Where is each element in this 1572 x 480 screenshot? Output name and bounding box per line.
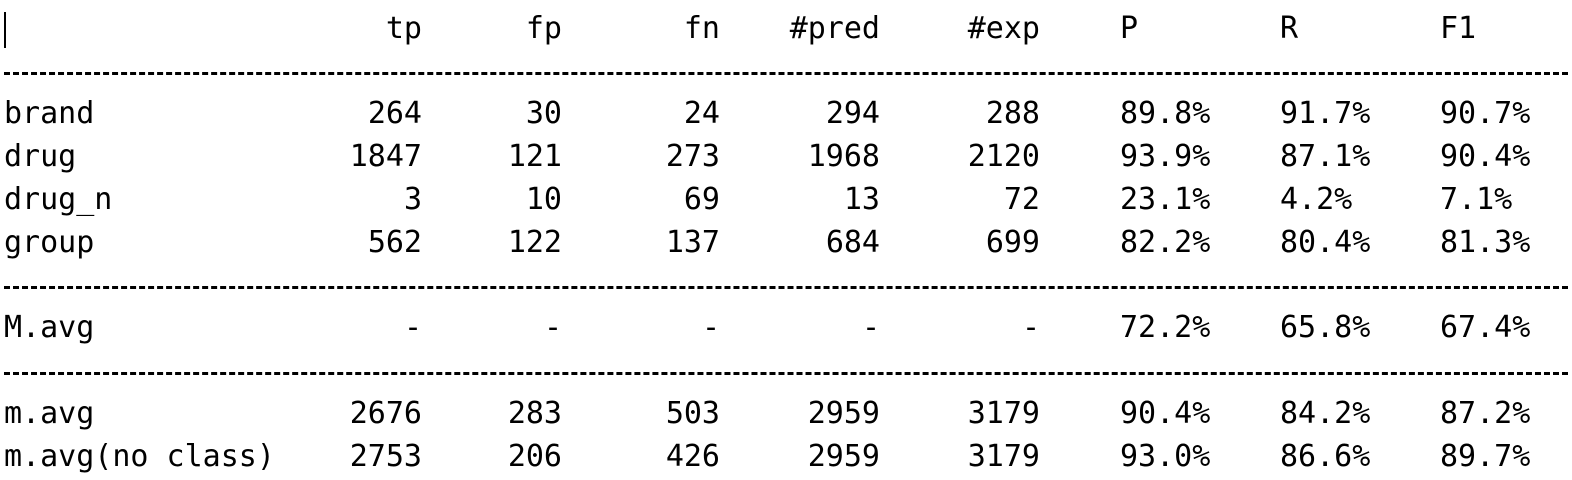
cell-precision: 93.0% xyxy=(1120,439,1211,474)
cell-fp: - xyxy=(543,310,562,345)
cell-f1: 81.3% xyxy=(1440,225,1531,260)
cell-pred: 13 xyxy=(843,182,880,217)
cell-exp: 3179 xyxy=(967,396,1040,431)
cell-recall: 84.2% xyxy=(1280,396,1371,431)
cell-tp: 2676 xyxy=(349,396,422,431)
cell-exp: 699 xyxy=(985,225,1040,260)
header-exp: #exp xyxy=(967,11,1040,46)
cell-f1: 90.7% xyxy=(1440,96,1531,131)
cell-exp: 288 xyxy=(985,96,1040,131)
cell-recall: 80.4% xyxy=(1280,225,1371,260)
cell-pred: 2959 xyxy=(807,396,880,431)
cell-fp: 206 xyxy=(507,439,562,474)
cell-precision: 90.4% xyxy=(1120,396,1211,431)
cell-f1: 90.4% xyxy=(1440,139,1531,174)
micro-average-row: m.avg 2676 283 503 2959 3179 90.4% 84.2%… xyxy=(0,392,1572,436)
cell-precision: 89.8% xyxy=(1120,96,1211,131)
cell-precision: 82.2% xyxy=(1120,225,1211,260)
cell-f1: 87.2% xyxy=(1440,396,1531,431)
cell-fn: 24 xyxy=(683,96,720,131)
header-f1: F1 xyxy=(1440,11,1477,46)
header-fp: fp xyxy=(525,11,562,46)
header-row: tp fp fn #pred #exp P R F1 xyxy=(0,7,1572,51)
cell-tp: 264 xyxy=(367,96,422,131)
header-tp: tp xyxy=(385,11,422,46)
cell-f1: 67.4% xyxy=(1440,310,1531,345)
row-label: m.avg xyxy=(4,396,95,431)
divider-line xyxy=(4,372,1568,375)
cell-fp: 122 xyxy=(507,225,562,260)
micro-average-no-class-row: m.avg(no class) 2753 206 426 2959 3179 9… xyxy=(0,435,1572,479)
divider-line xyxy=(4,72,1568,75)
cell-recall: 65.8% xyxy=(1280,310,1371,345)
cell-fn: 137 xyxy=(665,225,720,260)
cell-fp: 10 xyxy=(525,182,562,217)
row-label: drug xyxy=(4,139,77,174)
table-row: group 562 122 137 684 699 82.2% 80.4% 81… xyxy=(0,221,1572,265)
macro-average-row: M.avg - - - - - 72.2% 65.8% 67.4% xyxy=(0,306,1572,350)
cell-pred: 684 xyxy=(825,225,880,260)
cell-fp: 30 xyxy=(525,96,562,131)
cell-fp: 121 xyxy=(507,139,562,174)
cell-f1: 7.1% xyxy=(1440,182,1513,217)
table-row: brand 264 30 24 294 288 89.8% 91.7% 90.7… xyxy=(0,92,1572,136)
row-label: m.avg(no class) xyxy=(4,439,275,474)
header-recall: R xyxy=(1280,11,1299,46)
header-pred: #pred xyxy=(789,11,880,46)
table-row: drug_n 3 10 69 13 72 23.1% 4.2% 7.1% xyxy=(0,178,1572,222)
divider-line xyxy=(4,286,1568,289)
row-label: drug_n xyxy=(4,182,113,217)
cell-precision: 93.9% xyxy=(1120,139,1211,174)
cell-fn: 69 xyxy=(683,182,720,217)
cell-recall: 91.7% xyxy=(1280,96,1371,131)
cell-pred: 2959 xyxy=(807,439,880,474)
cell-tp: 2753 xyxy=(349,439,422,474)
cell-tp: 1847 xyxy=(349,139,422,174)
cell-precision: 23.1% xyxy=(1120,182,1211,217)
text-cursor xyxy=(4,12,6,48)
cell-recall: 86.6% xyxy=(1280,439,1371,474)
cell-fp: 283 xyxy=(507,396,562,431)
cell-exp: 2120 xyxy=(967,139,1040,174)
cell-fn: 273 xyxy=(665,139,720,174)
cell-exp: 3179 xyxy=(967,439,1040,474)
cell-f1: 89.7% xyxy=(1440,439,1531,474)
cell-fn: 426 xyxy=(665,439,720,474)
cell-pred: 1968 xyxy=(807,139,880,174)
row-label: brand xyxy=(4,96,95,131)
cell-fn: - xyxy=(701,310,720,345)
row-label: group xyxy=(4,225,95,260)
cell-tp: - xyxy=(403,310,422,345)
cell-pred: - xyxy=(861,310,880,345)
cell-exp: 72 xyxy=(1003,182,1040,217)
cell-exp: - xyxy=(1021,310,1040,345)
header-fn: fn xyxy=(683,11,720,46)
cell-fn: 503 xyxy=(665,396,720,431)
header-precision: P xyxy=(1120,11,1139,46)
cell-precision: 72.2% xyxy=(1120,310,1211,345)
cell-tp: 3 xyxy=(403,182,422,217)
cell-pred: 294 xyxy=(825,96,880,131)
row-label: M.avg xyxy=(4,310,95,345)
table-row: drug 1847 121 273 1968 2120 93.9% 87.1% … xyxy=(0,135,1572,179)
cell-recall: 87.1% xyxy=(1280,139,1371,174)
cell-recall: 4.2% xyxy=(1280,182,1353,217)
cell-tp: 562 xyxy=(367,225,422,260)
